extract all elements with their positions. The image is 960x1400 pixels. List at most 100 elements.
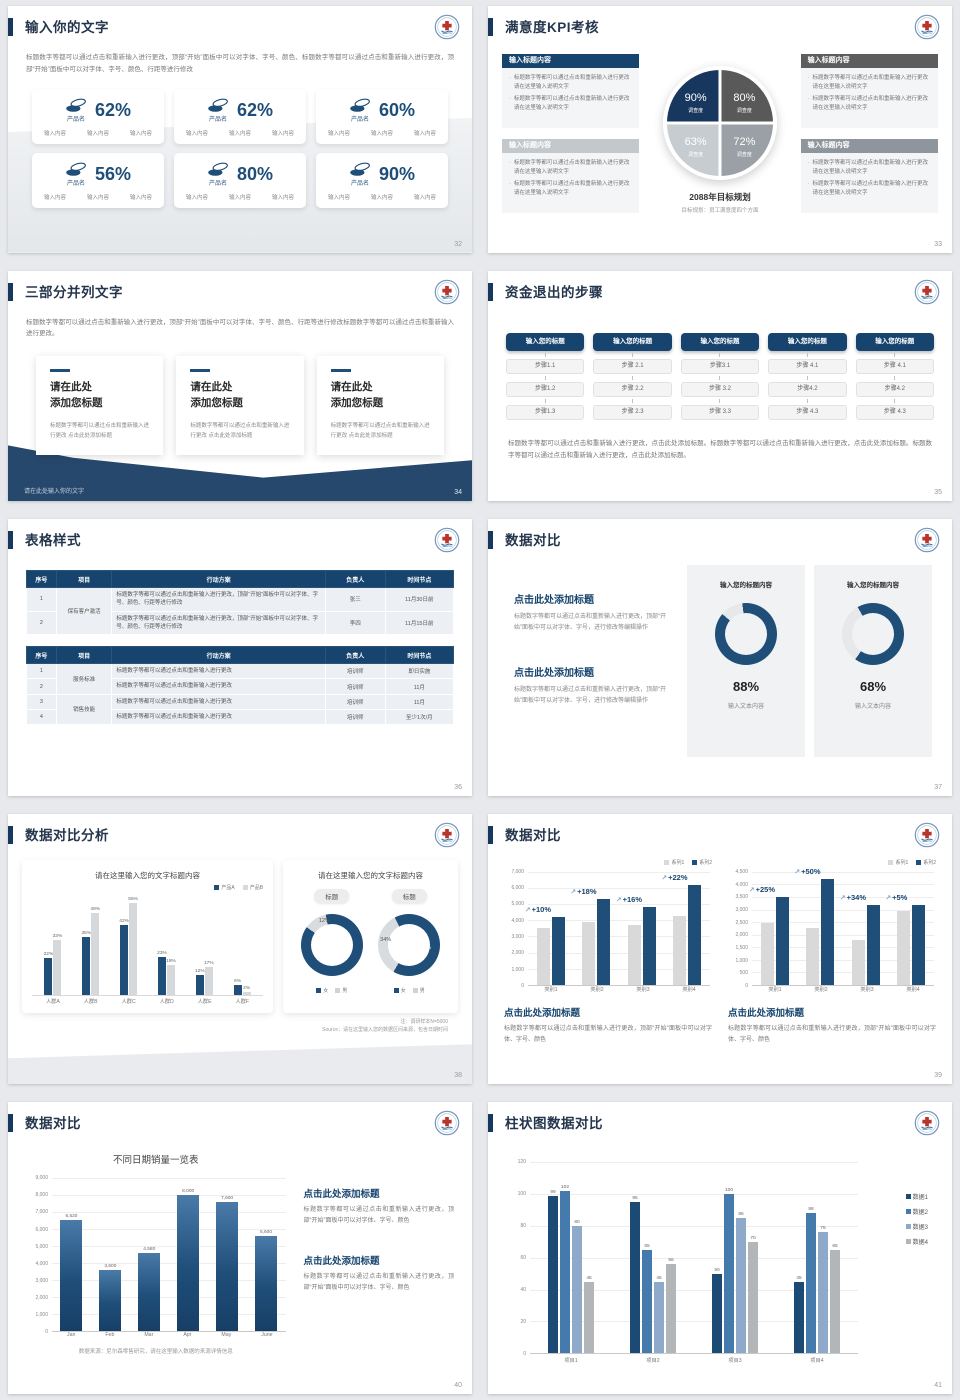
block-body: 标题数字等都可以通过点击和重新输入进行更改，顶部“开始”面板中可以对字体、字号，… [514,687,666,705]
series-legend: 系列1 系列2 [504,859,712,866]
product-item-label: 输入内容 [413,131,436,138]
hospital-logo-icon [434,527,460,553]
gridline [752,871,934,873]
series2-bar [912,904,926,985]
sales-bar: 7,600 [216,1196,239,1332]
legend-swatch [692,859,698,865]
legend-item: 男 [335,987,347,994]
legend-label: 系列1 [895,859,909,866]
slide-33[interactable]: 满意度KPI考核 输入标题内容 · 标题数字等都可以通过点击和重新输入进行更改 请在… [488,6,952,253]
bar-value-label: 2% [243,985,251,991]
bar-category-label: 类别1 [544,986,558,993]
cell-owner: 培训师 [324,678,386,695]
text-card[interactable]: 请在此处 添加您标题 标题数字等都可以通过点击和重新输入进行更改 点击此处添加标题 [36,356,164,456]
page-number: 40 [454,1382,462,1389]
cell-no: 2 [26,678,57,695]
slide-title: 柱状图数据对比 [505,1116,603,1132]
gridline [752,922,934,924]
slide-36[interactable]: 表格样式 序号 项目 行动方案 负责人 时间节点 1 保有客户激活 标题数字等都可以通过点击和… [8,519,472,796]
y-tick-label: 4,000 [35,1260,48,1267]
product-card[interactable]: 产品名 80% 输入内容 输入内容 输入内容 [174,153,306,209]
product-card[interactable]: 产品名 62% 输入内容 输入内容 输入内容 [32,89,164,145]
cell-plan: 标题数字等都可以通过点击和重新输入进行更改 [111,708,326,726]
legend-item: 数据4 [905,1237,928,1246]
bar-category-label: 人群D [159,998,174,1005]
slide-34[interactable]: 三部分并列文字 标题数字等都可以通过点击和重新输入进行更改，顶部“开始”面板中可… [8,270,472,502]
product-card[interactable]: 产品名 60% 输入内容 输入内容 输入内容 [316,89,448,145]
bar-value-label: 45 [796,1275,802,1281]
legend-swatch [905,1224,911,1230]
card-heading: 请在此处 添加您标题 [330,381,384,409]
slide-37[interactable]: 数据对比 点击此处添加标题 标题数字等都可以通过点击和重新输入进行更改，顶部“开始… [488,519,952,796]
donut-panel: 输入您的标题内容 68% 输入文本内容 [814,565,932,758]
bullet-item: · 标题数字等都可以通过点击和重新输入进行更改 请在这里输入说明文字 [509,159,632,176]
cell-no: 4 [26,708,57,726]
slide-32[interactable]: 输入你的文字 标题数字等都可以通过点击和重新输入进行更改，顶部“开始”面板中可以… [8,6,472,253]
gridline [52,1212,286,1214]
y-tick-label: 20 [520,1319,526,1326]
series2-bar [866,904,880,985]
title-accent-bar [488,531,493,550]
slide-38[interactable]: 数据对比分析 请在这里输入您的文字标题内容 产品A 产品B 22% 33% 35% 49… [8,813,472,1085]
y-tick-label: 1,000 [35,1312,48,1319]
product-item-label: 输入内容 [328,131,351,138]
y-tick-label: 4,500 [735,868,748,875]
title-accent-bar [8,1114,13,1133]
cell-time: 11月 [384,678,455,695]
s1-cards: 产品名 62% 输入内容 输入内容 输入内容 产品名 62% 输入内容 输入内容 输入内容 产品名 6… [32,89,448,209]
gridline [752,934,934,936]
series1-bar [760,923,774,985]
slide-40[interactable]: 数据对比 不同日期销量一览表 9,000 8,000 7,000 6,000 5,000… [8,1102,472,1394]
growth-annotation: ↗+10% [525,905,551,914]
product-card[interactable]: 产品名 56% 输入内容 输入内容 输入内容 [32,153,164,209]
page-number: 41 [934,1382,942,1389]
legend-label: 系列1 [671,859,685,866]
bar-slot: 6,520 [56,1178,86,1332]
bullet-dot: · [807,181,810,188]
text-card[interactable]: 请在此处 添加您标题 标题数字等都可以通过点击和重新输入进行更改 点击此处添加标题 [176,356,304,456]
s5-table2: 序号 项目 行动方案 负责人 时间节点 1 服务标准 标题数字等都可以通过点击和重新输入进行更… [26,646,455,726]
legend-swatch [242,884,248,890]
step-box: 步骤 4.3 [768,404,847,420]
legend-swatch [393,987,399,993]
step-connector [544,352,546,357]
product-card[interactable]: 产品名 62% 输入内容 输入内容 输入内容 [174,89,306,145]
gridline [52,1195,286,1197]
s4-paragraph: 标题数字等都可以通过点击和重新输入进行更改，点击此处添加标题。标题数字等都可以通… [508,439,932,460]
slide-title: 数据对比分析 [25,827,109,843]
bullet-dot: · [807,96,810,103]
cell-plan: 标题数字等都可以通过点击和重新输入进行更改 [111,678,326,695]
bar-value-label: 102 [560,1184,570,1190]
gridline [530,1321,858,1323]
panel-body: · 标题数字等都可以通过点击和重新输入进行更改 请在这里输入说明文字 · 标题数字等都… [502,68,640,128]
growth-value: +5% [892,892,908,902]
text-block: 点击此处添加标题 标题数字等都可以通过点击和重新输入进行更改，顶部“开始”面板中可… [304,1186,454,1227]
bullet-item: · 标题数字等都可以通过点击和重新输入进行更改 请在这里输入说明文字 [808,180,931,197]
page-number: 32 [454,240,462,248]
y-axis: 4,500 4,000 3,500 3,000 2,500 2,000 1,500 1,000… [728,868,750,989]
chart-notes: 注：调研样本N=5000 Source：请在这里输入您的数据区间来源，包含日期时… [8,1018,448,1035]
cell-owner: 培训师 [324,708,386,726]
bar-category-label: Feb [105,1332,115,1339]
chart-title: 不同日期销量一览表 [113,1155,199,1167]
text-card[interactable]: 请在此处 添加您标题 标题数字等都可以通过点击和重新输入进行更改 点击此处添加标题 [316,356,444,456]
coins-icon [207,97,229,113]
slide-39[interactable]: 数据对比 系列1 系列2 7,000 6,000 5,000 4,000 3,000 2,0… [488,813,952,1085]
growth-value: +34% [846,892,867,902]
step-column: 输入您的标题 步骤 4.1 步骤4.2 步骤 4.3 [768,332,847,420]
slide-41[interactable]: 柱状图数据对比 120 100 80 60 40 20 0 99 102 80 45 95 65 45 56… [488,1102,952,1394]
hospital-logo-icon [434,279,460,305]
bar-value-label: 4,580 [143,1247,156,1253]
bar-slot: 5,600 [251,1178,281,1332]
title-accent-bar [488,1114,493,1133]
slide-35[interactable]: 资金退出的步骤 输入您的标题 步骤1.1 步骤1.2 步骤1.3 输入您的标题 步骤 2.… [488,270,952,502]
step-box: 步骤4.2 [768,381,847,397]
s8-chart-0: 7,000 6,000 5,000 4,000 3,000 2,000 1,000 0 ↗+10… [504,868,712,989]
series-bar: 65 [642,1244,652,1354]
product-name: 产品名 [350,117,369,124]
bar-value-label: 45 [656,1275,662,1281]
s2-left-panels: 输入标题内容 · 标题数字等都可以通过点击和重新输入进行更改 请在这里输入说明文字 ·… [502,54,640,214]
growth-annotation: ↗+34% [840,893,866,902]
product-card[interactable]: 产品名 90% 输入内容 输入内容 输入内容 [316,153,448,209]
bar-value-label: 80 [574,1219,580,1225]
